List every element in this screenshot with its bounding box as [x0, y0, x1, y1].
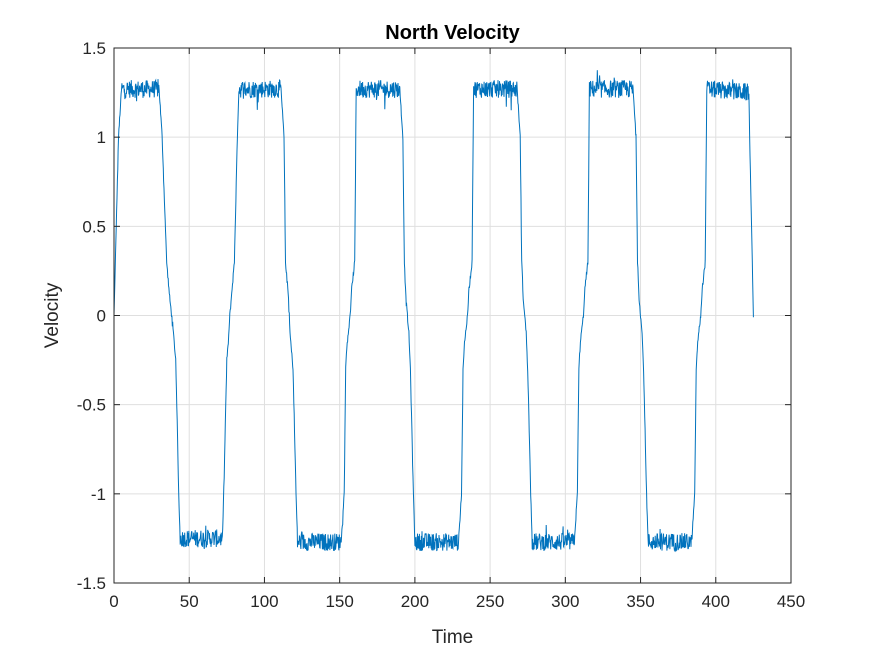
velocity-line — [113, 70, 754, 553]
y-tick-label: 0 — [97, 307, 106, 326]
y-tick-label: 1 — [97, 128, 106, 147]
chart-title: North Velocity — [385, 22, 520, 44]
x-tick-label: 50 — [180, 592, 199, 611]
x-tick-label: 450 — [777, 592, 805, 611]
x-tick-label: 300 — [551, 592, 579, 611]
y-tick-labels: -1.5 -1 -0.5 0 0.5 1 1.5 — [77, 39, 106, 593]
x-tick-label: 400 — [702, 592, 730, 611]
data-series — [113, 70, 754, 553]
y-tick-label: -1 — [91, 485, 106, 504]
x-tick-label: 200 — [401, 592, 429, 611]
x-tick-label: 150 — [325, 592, 353, 611]
y-tick-label: -0.5 — [77, 396, 106, 415]
x-tick-label: 350 — [626, 592, 654, 611]
x-tick-label: 0 — [109, 592, 118, 611]
tick-marks — [113, 47, 792, 584]
x-axis-label: Time — [432, 627, 474, 648]
x-tick-labels: 0 50 100 150 200 250 300 350 400 450 — [109, 592, 805, 611]
y-tick-label: 0.5 — [82, 217, 106, 236]
x-tick-label: 100 — [250, 592, 278, 611]
y-tick-label: 1.5 — [82, 39, 106, 58]
y-axis-label: Velocity — [42, 282, 63, 348]
y-tick-label: -1.5 — [77, 574, 106, 593]
x-tick-label: 250 — [476, 592, 504, 611]
